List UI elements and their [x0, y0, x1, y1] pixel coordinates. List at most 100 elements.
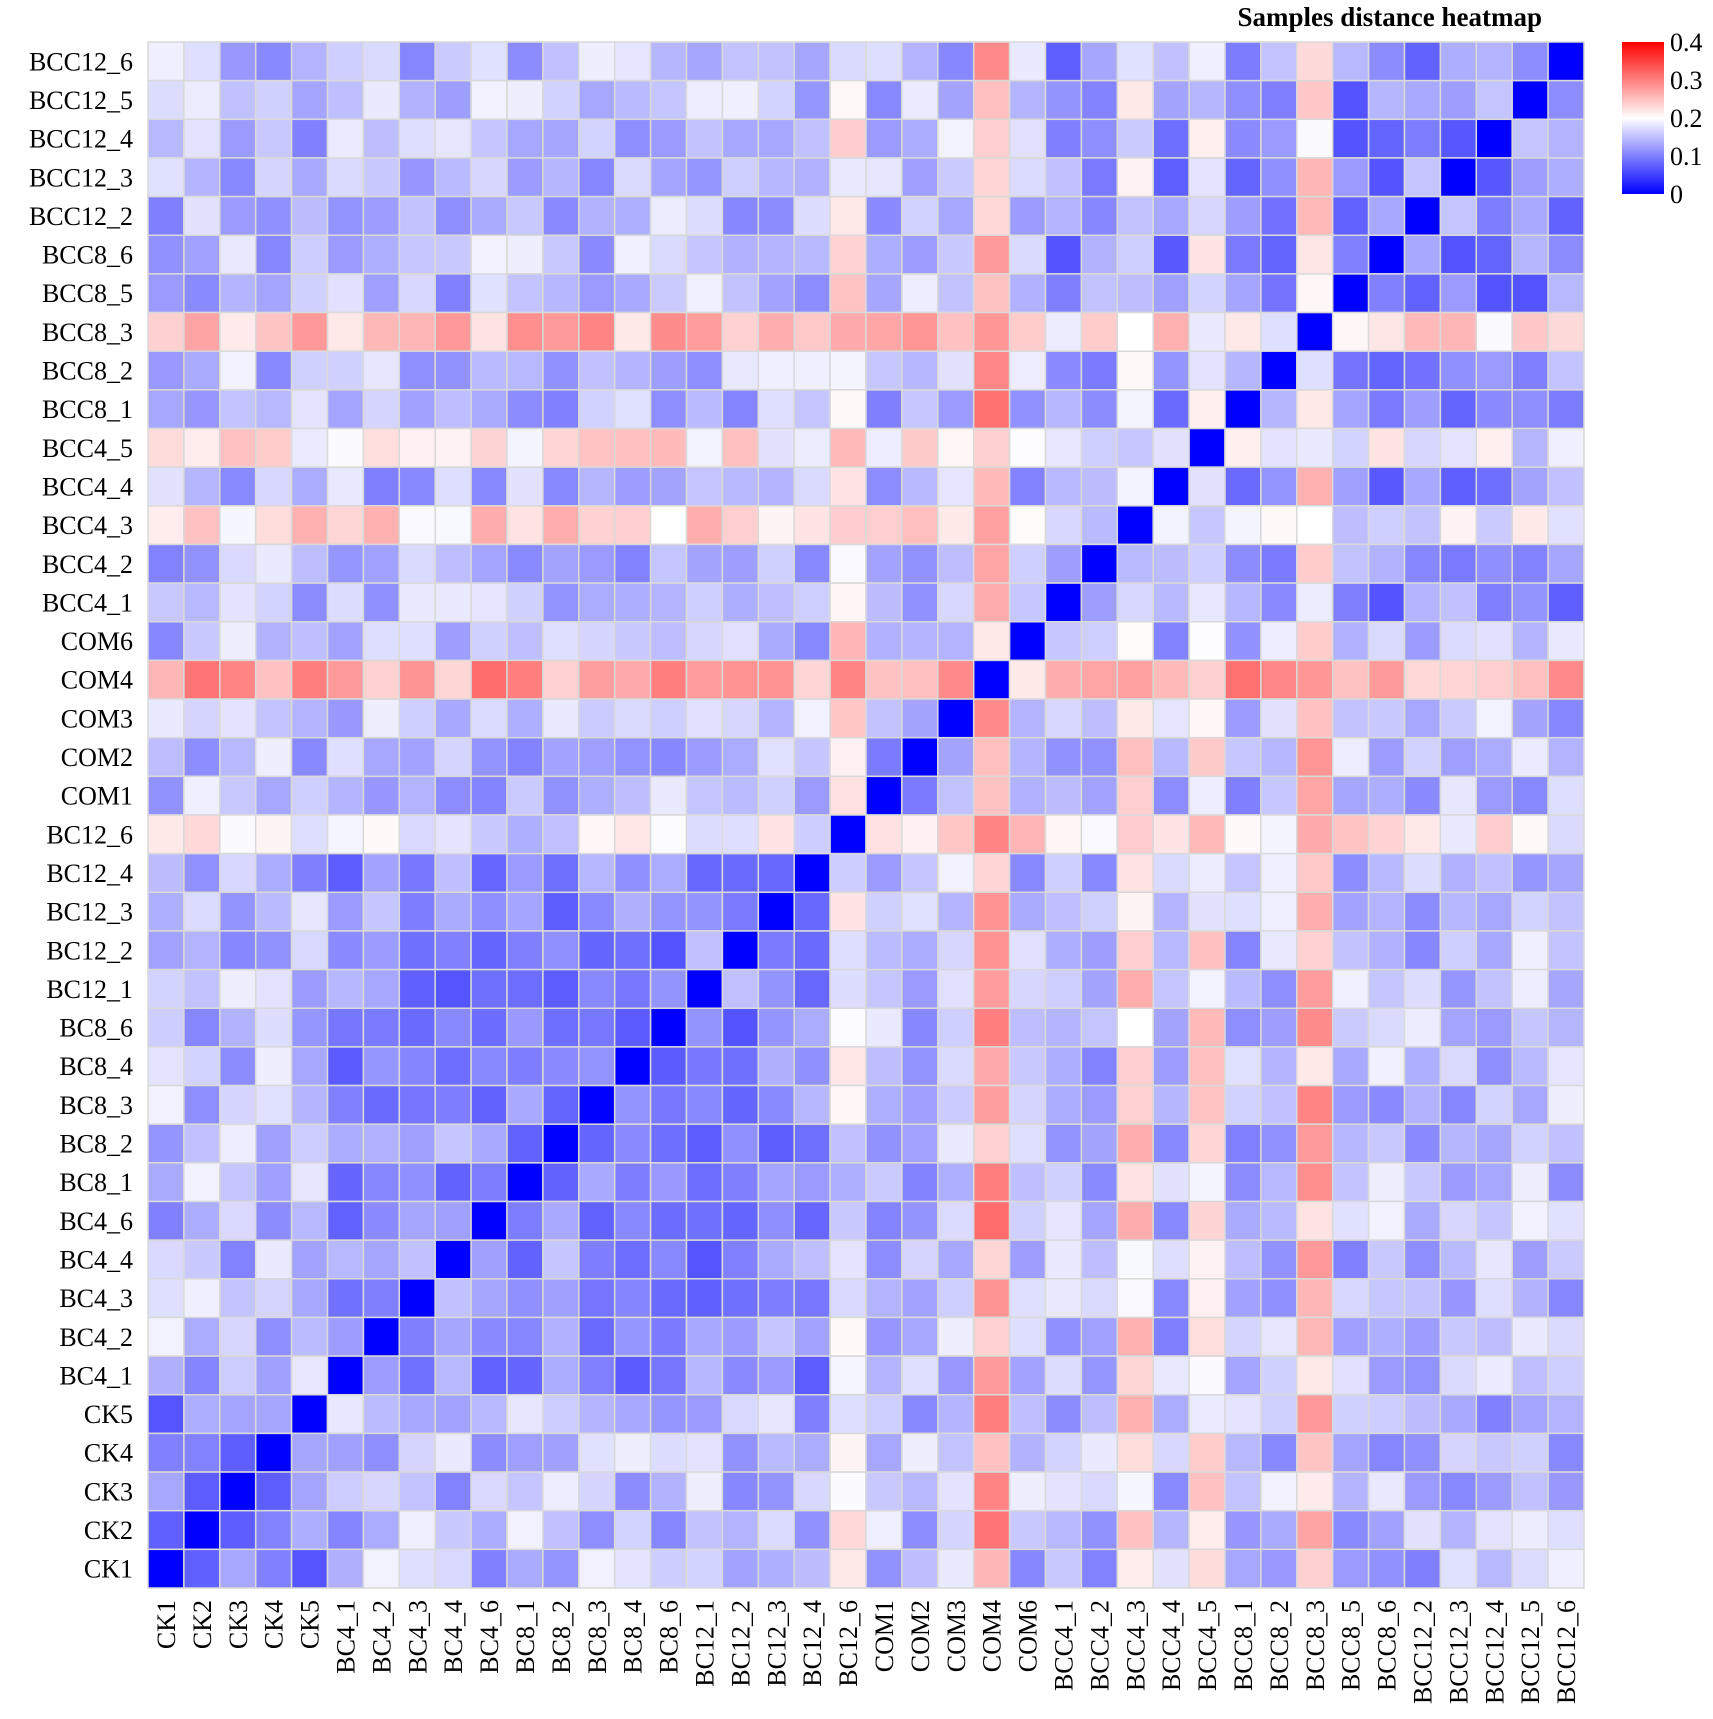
heatmap-cell: [1475, 1471, 1513, 1512]
heatmap-cell: [793, 1046, 831, 1087]
heatmap-cell: [183, 736, 221, 778]
heatmap-cell: [398, 1394, 436, 1435]
heatmap-cell: [865, 698, 903, 739]
heatmap-cell: [829, 852, 867, 894]
heatmap-cell: [1547, 736, 1585, 778]
heatmap-cell: [434, 1432, 472, 1473]
heatmap-cell: [613, 1509, 652, 1551]
heatmap-cell: [829, 775, 867, 816]
heatmap-cell: [219, 234, 257, 275]
heatmap-cell: [865, 930, 903, 971]
heatmap-cell: [1367, 1123, 1406, 1164]
heatmap-cell: [1260, 1278, 1298, 1319]
heatmap-cell: [972, 1084, 1011, 1125]
heatmap-cell: [470, 1046, 508, 1087]
heatmap-cell: [829, 1239, 867, 1280]
heatmap-cell: [829, 505, 867, 546]
heatmap-cell: [1188, 1046, 1226, 1087]
heatmap-cell: [1475, 698, 1513, 739]
x-tick-label: CK4: [260, 1600, 289, 1649]
heatmap-cell: [1080, 1432, 1119, 1473]
heatmap-cell: [147, 1007, 185, 1048]
heatmap-cell: [542, 1509, 580, 1551]
heatmap-cell: [721, 814, 760, 855]
heatmap-cell: [757, 852, 795, 894]
heatmap-cell: [613, 466, 652, 507]
heatmap-cell: [972, 621, 1011, 662]
heatmap-cell: [147, 1548, 185, 1589]
heatmap-cell: [1367, 466, 1406, 507]
heatmap-cell: [1188, 195, 1226, 237]
heatmap-cell: [1116, 157, 1154, 198]
heatmap-cell: [685, 543, 724, 584]
heatmap-cell: [1475, 968, 1513, 1009]
heatmap-cell: [721, 118, 760, 159]
heatmap-cell: [219, 1471, 257, 1512]
heatmap-cell: [1367, 1471, 1406, 1512]
heatmap-cell: [147, 350, 185, 391]
heatmap-cell: [362, 891, 401, 932]
x-tick-label: BCC12_6: [1552, 1600, 1581, 1704]
heatmap-cell: [793, 466, 831, 507]
heatmap-cell: [506, 814, 544, 855]
heatmap-cell: [219, 1394, 257, 1435]
heatmap-cell: [1224, 1007, 1262, 1048]
heatmap-cell: [506, 852, 544, 894]
heatmap-cell: [1475, 1278, 1513, 1319]
heatmap-cell: [937, 891, 975, 932]
heatmap-cell: [1116, 736, 1154, 778]
heatmap-cell: [578, 1394, 616, 1435]
heatmap-cell: [290, 195, 329, 237]
heatmap-cell: [362, 814, 401, 855]
heatmap-cell: [470, 273, 508, 314]
heatmap-cell: [1439, 1239, 1478, 1280]
heatmap-cell: [829, 582, 867, 623]
heatmap-cell: [219, 41, 257, 82]
heatmap-cell: [254, 234, 293, 275]
heatmap-cell: [434, 659, 472, 700]
heatmap-cell: [721, 350, 760, 391]
heatmap-cell: [1296, 1239, 1334, 1280]
heatmap-cell: [1044, 273, 1083, 314]
heatmap-cell: [506, 1007, 544, 1048]
heatmap-cell: [937, 234, 975, 275]
heatmap-cell: [254, 389, 293, 430]
heatmap-cell: [865, 891, 903, 932]
heatmap-cell: [254, 621, 293, 662]
heatmap-cell: [183, 814, 221, 855]
heatmap-cell: [793, 930, 831, 971]
heatmap-cell: [1116, 1278, 1154, 1319]
heatmap-cell: [434, 234, 472, 275]
heatmap-cell: [470, 41, 508, 82]
heatmap-cell: [1152, 1355, 1190, 1396]
heatmap-cell: [434, 968, 472, 1009]
heatmap-cell: [147, 505, 185, 546]
heatmap-cell: [1296, 79, 1334, 121]
heatmap-cell: [972, 157, 1011, 198]
heatmap-cell: [542, 389, 580, 430]
heatmap-cell: [1152, 698, 1190, 739]
heatmap-cell: [506, 891, 544, 932]
heatmap-cell: [613, 698, 652, 739]
heatmap-cell: [578, 1162, 616, 1203]
heatmap-cell: [1547, 891, 1585, 932]
heatmap-cell: [1475, 543, 1513, 584]
heatmap-cell: [1403, 852, 1442, 894]
heatmap-cell: [901, 1278, 939, 1319]
heatmap-cell: [901, 1316, 939, 1357]
heatmap-cell: [506, 736, 544, 778]
heatmap-cell: [147, 311, 185, 352]
y-tick-label: BC8_2: [59, 1130, 133, 1159]
heatmap-cell: [1008, 1123, 1047, 1164]
heatmap-cell: [901, 79, 939, 121]
heatmap-cell: [470, 930, 508, 971]
heatmap-cell: [326, 968, 365, 1009]
heatmap-cell: [506, 659, 544, 700]
heatmap-cell: [1439, 621, 1478, 662]
heatmap-cell: [1296, 389, 1334, 430]
y-tick-label: BC4_3: [59, 1284, 133, 1313]
heatmap-cell: [1188, 1162, 1226, 1203]
heatmap-cell: [1260, 582, 1298, 623]
heatmap-cell: [1547, 814, 1585, 855]
heatmap-cell: [1403, 698, 1442, 739]
